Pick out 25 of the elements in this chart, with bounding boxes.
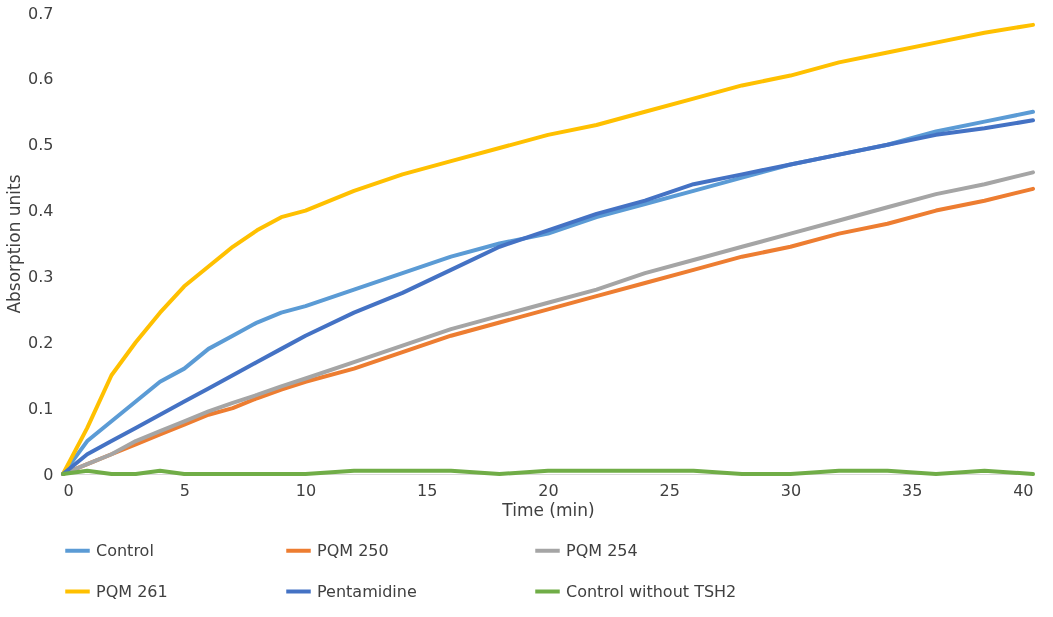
legend-label: Control [96,540,154,560]
x-tick-label: 15 [417,480,438,500]
y-axis-title: Absorption units [4,174,25,314]
y-tick-label: 0.3 [28,266,54,286]
y-tick-label: 0.5 [28,135,54,155]
legend-label: PQM 254 [566,540,638,560]
legend-label: PQM 261 [96,581,168,601]
legend-label: Pentamidine [317,581,417,601]
y-tick-label: 0.7 [28,3,54,23]
x-tick-label: 30 [780,480,802,500]
x-tick-label: 5 [179,480,190,500]
y-tick-label: 0.1 [28,398,54,418]
legend-label: PQM 250 [317,540,389,560]
x-axis-title: Time (min) [501,499,595,520]
x-tick-label: 40 [1013,480,1034,500]
x-tick-label: 35 [902,480,923,500]
x-tick-label: 25 [659,480,680,500]
x-tick-label: 0 [63,480,74,500]
y-tick-label: 0.2 [28,332,54,352]
y-tick-label: 0.6 [28,69,54,89]
y-tick-label: 0.4 [28,201,54,221]
legend-label: Control without TSH2 [566,581,737,601]
y-tick-label: 0 [43,464,54,484]
x-tick-label: 20 [538,480,559,500]
x-tick-label: 10 [295,480,317,500]
